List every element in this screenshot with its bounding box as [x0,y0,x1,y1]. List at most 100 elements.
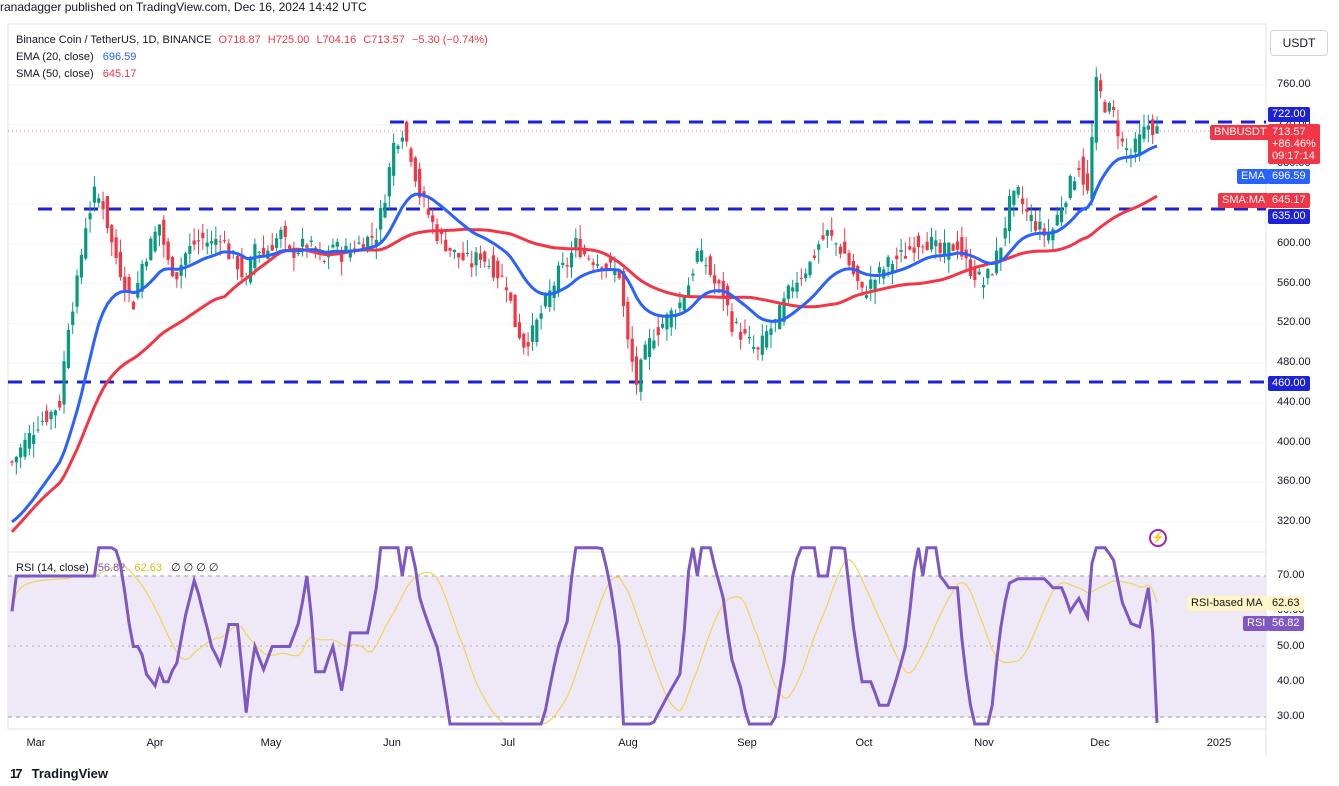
level-tag-460: 460.00 [1268,376,1310,391]
symbol-tag: BNBUSDT [1210,125,1271,140]
candle-body [626,301,630,340]
candle-body [1116,120,1120,137]
sma-label: SMA (50, close) [16,68,94,80]
rsi-ma-value: 62.63 [134,562,162,574]
candle-body [218,241,222,243]
rsi-band [8,576,1266,717]
candle-body [873,279,877,292]
candle-body [869,279,873,289]
candle-body [1064,202,1068,208]
candle-body [222,240,227,242]
candle-body [10,461,14,463]
candle-body [183,253,188,266]
candle-body [257,251,261,253]
price-tick-label: 320.00 [1277,515,1311,527]
candle-body [327,256,331,258]
candle-body [656,327,660,336]
candle-body [721,280,725,298]
candle-body [300,238,305,247]
candle-body [105,196,110,229]
candle-body [704,265,708,267]
candle-body [1003,228,1007,239]
candle-body [760,335,764,355]
candle-body [431,215,435,222]
candle-body [348,249,352,258]
ema-tag-label: EMA [1237,169,1269,184]
legend-rsi[interactable]: RSI (14, close) 56.82 62.63 ∅ ∅ ∅ ∅ [16,561,219,574]
candle-body [912,247,916,253]
candle-body [1033,221,1038,231]
candle-body [691,273,695,276]
candle-body [309,240,313,242]
candle-body [88,213,92,220]
candle-body [175,272,179,280]
candle-body [344,245,348,252]
candle-body [856,265,860,282]
candle-body [929,237,934,250]
price-tick-label: 520.00 [1277,316,1311,329]
candle-body [938,242,942,254]
candle-body [465,252,469,254]
candle-body [556,265,561,293]
legend-ema[interactable]: EMA (20, close) 696.59 [16,51,136,63]
candle-body [166,241,170,260]
candle-body [916,235,921,247]
candle-body [843,241,847,254]
candle-body [1120,138,1124,142]
candle-body [45,410,49,422]
rsi-tick-label: 40.00 [1277,674,1305,687]
candle-body [170,256,175,277]
candle-body [396,145,400,150]
legend-sma[interactable]: SMA (50, close) 645.17 [16,68,136,80]
candle-body [413,157,417,182]
candle-body [821,235,825,240]
candle-body [1081,156,1085,185]
candles-group [10,67,1159,475]
candle-body [153,231,157,252]
candle-body [634,356,639,385]
candle-body [660,323,665,328]
candle-body [886,256,890,267]
rsi-tick-label: 30.00 [1277,710,1305,722]
candle-body [543,295,548,307]
candle-body [361,244,365,251]
candle-body [27,432,31,449]
price-tick-label: 440.00 [1277,395,1311,408]
candle-body [383,202,387,218]
ema-tag-value: 696.59 [1268,169,1310,184]
candle-body [478,253,483,260]
candle-body [752,347,756,349]
candle-body [669,310,673,328]
lightning-icon[interactable]: ⚡ [1149,529,1167,547]
ohlc-low: L704.16 [316,34,357,46]
candle-body [665,314,669,330]
symbol-title: Binance Coin / TetherUS, 1D, BINANCE [16,34,212,46]
candle-body [717,280,721,284]
candle-body [947,242,951,260]
candle-body [1012,190,1016,205]
candle-body [426,208,430,215]
candle-body [1016,186,1020,195]
price-grid [8,84,1266,523]
candle-body [574,237,578,250]
candle-body [895,255,899,260]
candle-body [565,265,569,267]
candle-body [999,247,1003,262]
ohlc-open: O718.87 [218,34,261,46]
candle-body [270,244,274,251]
candle-body [127,277,131,291]
candle-body [400,137,404,142]
ohlc-high: H725.00 [267,34,310,46]
candle-body [700,250,704,262]
candle-body [53,410,57,416]
candle-body [110,225,114,243]
currency-button[interactable]: USDT [1270,30,1328,56]
candle-body [114,237,118,258]
tv-logo-text: TradingView [31,766,108,781]
candle-body [977,271,981,275]
candle-body [201,232,205,239]
candle-body [79,254,83,278]
published-by-line: ranadagger published on TradingView.com,… [0,0,367,14]
candle-body [582,249,587,255]
